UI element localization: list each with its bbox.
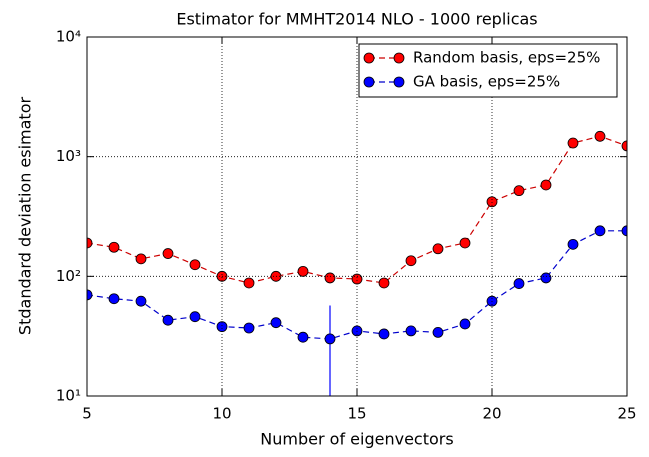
data-point (162, 248, 174, 259)
y-tick-label: 10¹ (56, 387, 81, 405)
data-point (189, 259, 201, 271)
legend-marker (363, 76, 375, 88)
x-tick-label: 20 (482, 405, 501, 423)
data-point (87, 289, 93, 301)
data-point (243, 277, 255, 289)
legend-label: GA basis, eps=25% (413, 73, 560, 91)
data-point (243, 322, 255, 334)
legend-marker (363, 52, 375, 64)
data-point (459, 237, 471, 249)
data-point (189, 311, 201, 323)
data-point (567, 137, 579, 149)
y-axis-label: Stdandard deviation esimator (16, 97, 35, 336)
data-point (540, 272, 552, 284)
data-point (162, 314, 174, 326)
data-point (297, 265, 309, 277)
data-point (270, 317, 282, 329)
data-point (432, 243, 444, 255)
x-axis-label: Number of eigenvectors (260, 430, 453, 449)
data-point (567, 238, 579, 250)
x-tick-label: 10 (212, 405, 231, 423)
data-point (540, 179, 552, 191)
legend-marker (393, 76, 405, 88)
data-point (324, 333, 336, 345)
data-point (378, 277, 390, 289)
data-point (621, 140, 627, 152)
data-point (405, 255, 417, 267)
chart-title: Estimator for MMHT2014 NLO - 1000 replic… (176, 10, 537, 29)
data-point (432, 326, 444, 338)
series-line (87, 135, 627, 284)
data-point (108, 241, 120, 253)
data-point (594, 130, 606, 142)
data-point (135, 295, 147, 307)
x-tick-label: 5 (82, 405, 92, 423)
data-point (108, 293, 120, 305)
x-tick-label: 15 (347, 405, 366, 423)
data-point (216, 321, 228, 333)
data-point (297, 331, 309, 343)
legend-box (358, 43, 618, 98)
legend-marker (393, 52, 405, 64)
legend-label: Random basis, eps=25% (413, 49, 600, 67)
plot-area (87, 130, 627, 396)
x-tick-label: 25 (617, 405, 636, 423)
data-point (513, 278, 525, 289)
data-point (513, 185, 525, 197)
data-point (621, 225, 627, 237)
data-point (351, 273, 363, 285)
y-tick-label: 10² (56, 267, 81, 285)
data-point (459, 318, 471, 330)
data-point (135, 253, 147, 265)
data-point (594, 225, 606, 237)
data-point (87, 237, 93, 249)
data-point (324, 272, 336, 284)
y-tick-label: 10⁴ (56, 28, 81, 46)
data-point (378, 328, 390, 340)
y-tick-label: 10³ (56, 147, 81, 165)
data-point (405, 325, 417, 337)
